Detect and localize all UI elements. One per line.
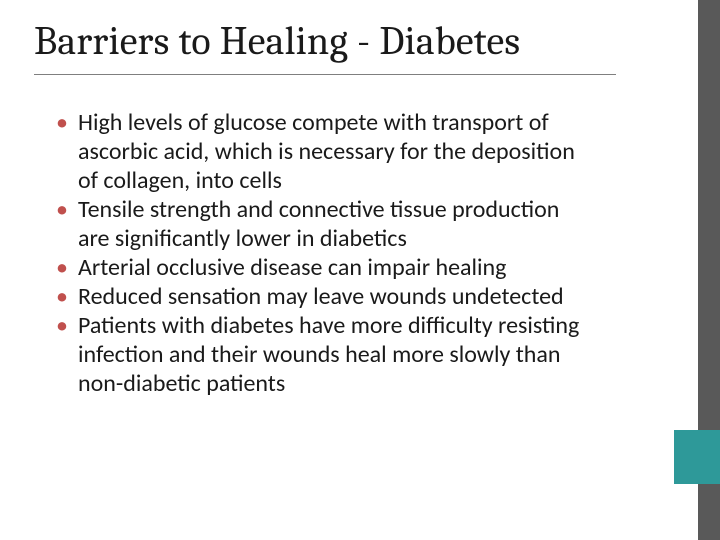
bullet-item: Tensile strength and connective tissue p… (56, 195, 596, 253)
bullet-item: Patients with diabetes have more difficu… (56, 311, 596, 398)
slide: Barriers to Healing - Diabetes High leve… (0, 0, 720, 540)
bullet-item: High levels of glucose compete with tran… (56, 108, 596, 195)
bullet-item: Arterial occlusive disease can impair he… (56, 253, 596, 282)
slide-content: High levels of glucose compete with tran… (56, 108, 596, 398)
accent-block (674, 430, 720, 484)
bullet-item: Reduced sensation may leave wounds undet… (56, 282, 596, 311)
bullet-list: High levels of glucose compete with tran… (56, 108, 596, 398)
title-underline (34, 74, 616, 75)
slide-title: Barriers to Healing - Diabetes (34, 18, 520, 64)
